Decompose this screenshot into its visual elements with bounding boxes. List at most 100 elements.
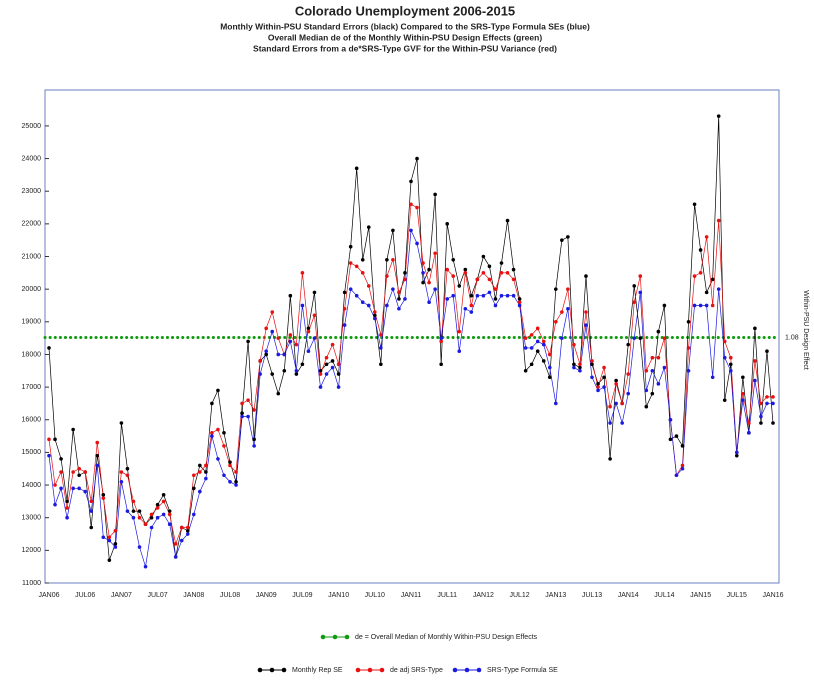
data-point — [608, 404, 612, 409]
data-point — [131, 509, 136, 513]
x-tick-label: JAN14 — [618, 592, 639, 599]
data-point — [167, 509, 172, 513]
data-point — [535, 326, 540, 331]
data-point — [131, 499, 136, 504]
data-point — [149, 525, 154, 530]
data-point — [735, 453, 739, 458]
legend-marker — [320, 634, 326, 640]
legend-marker — [281, 667, 287, 673]
data-point — [499, 271, 504, 275]
data-point — [216, 388, 220, 393]
data-point — [547, 375, 552, 380]
y-tick-label: 22000 — [22, 221, 42, 228]
data-point — [324, 362, 329, 367]
data-point — [692, 202, 697, 207]
data-point — [300, 362, 305, 367]
data-point — [294, 342, 299, 347]
data-point — [192, 486, 196, 491]
data-point — [47, 453, 51, 458]
data-point — [638, 290, 643, 295]
data-point — [264, 352, 269, 357]
y-tick-label: 14000 — [22, 482, 42, 489]
data-point — [113, 542, 118, 546]
data-point — [185, 532, 190, 536]
data-point — [246, 339, 250, 344]
data-point — [499, 293, 504, 298]
data-point — [107, 558, 112, 562]
data-point — [644, 368, 649, 373]
data-point — [584, 323, 588, 327]
legend-marker — [464, 667, 470, 673]
x-tick-label: JUL07 — [147, 592, 167, 599]
data-point — [53, 437, 57, 442]
data-point — [626, 342, 630, 347]
data-point — [53, 502, 57, 507]
data-point — [107, 538, 112, 543]
data-point — [415, 241, 419, 246]
data-point — [246, 414, 250, 419]
data-point — [656, 382, 661, 386]
data-point — [282, 352, 287, 357]
data-point — [487, 277, 492, 282]
data-point — [119, 479, 124, 484]
y-tick-label: 18000 — [22, 351, 42, 358]
data-point — [716, 218, 721, 223]
data-point — [578, 368, 582, 373]
data-point — [499, 261, 504, 265]
data-point — [89, 509, 94, 513]
x-tick-label: JAN13 — [545, 592, 566, 599]
y-tick-label: 20000 — [22, 286, 42, 293]
data-point — [288, 333, 293, 337]
data-point — [753, 378, 757, 383]
data-point — [481, 293, 486, 298]
data-point — [300, 271, 305, 275]
data-point — [680, 466, 685, 471]
data-point — [747, 431, 751, 435]
data-point — [312, 313, 317, 318]
data-point — [698, 271, 703, 275]
legend-label: SRS-Type Formula SE — [487, 667, 558, 674]
data-point — [602, 385, 606, 389]
data-point — [584, 310, 588, 314]
data-point — [222, 444, 226, 448]
data-point — [397, 290, 401, 295]
y-tick-label: 17000 — [22, 384, 42, 391]
data-point — [179, 525, 184, 530]
data-point — [753, 359, 757, 363]
data-point — [336, 362, 341, 367]
data-point — [608, 421, 612, 425]
data-point — [119, 421, 124, 425]
data-point — [771, 401, 775, 406]
data-point — [716, 287, 721, 291]
x-tick-label: JAN06 — [38, 592, 59, 599]
data-point — [590, 359, 594, 363]
data-point — [125, 473, 130, 478]
data-point — [741, 391, 745, 396]
chart-subtitle: Standard Errors from a de*SRS-Type GVF f… — [253, 43, 557, 53]
data-point — [59, 470, 63, 474]
data-point — [373, 313, 377, 318]
data-point — [433, 192, 437, 197]
legend-marker — [355, 667, 361, 673]
data-point — [427, 267, 431, 272]
data-point — [722, 339, 727, 344]
data-point — [650, 355, 655, 360]
data-point — [511, 277, 516, 282]
data-point — [210, 431, 214, 435]
legend-marker — [379, 667, 385, 673]
data-point — [566, 306, 570, 311]
data-point — [264, 349, 269, 353]
data-point — [511, 267, 516, 272]
data-point — [759, 401, 763, 406]
data-point — [300, 303, 305, 308]
data-point — [95, 463, 100, 468]
data-point — [373, 310, 377, 314]
data-point — [288, 293, 293, 298]
data-point — [330, 359, 335, 363]
data-point — [578, 362, 582, 367]
data-point — [155, 502, 160, 507]
data-point — [131, 515, 136, 520]
data-point — [324, 372, 329, 376]
data-point — [535, 349, 540, 353]
